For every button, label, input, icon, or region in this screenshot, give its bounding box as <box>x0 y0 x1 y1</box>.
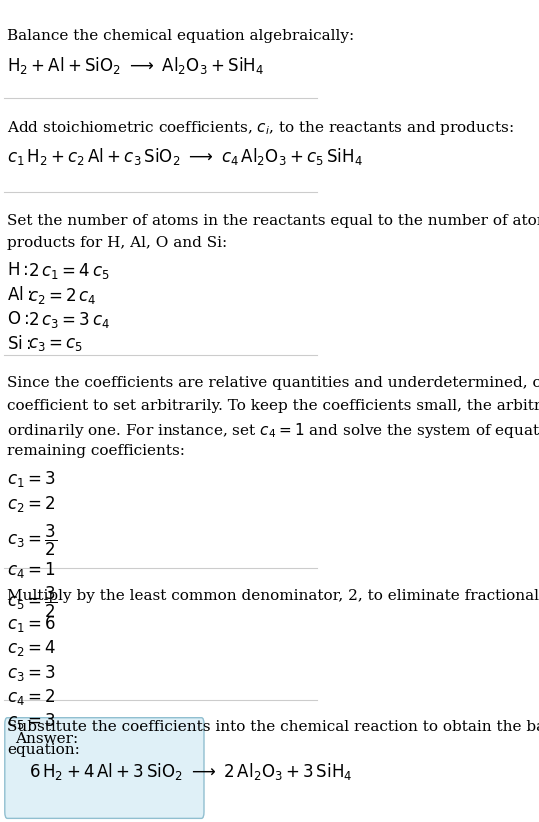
Text: $\mathrm{H_2 + Al + SiO_2 \ \longrightarrow \ Al_2O_3 + SiH_4}$: $\mathrm{H_2 + Al + SiO_2 \ \longrightar… <box>8 55 264 76</box>
Text: Substitute the coefficients into the chemical reaction to obtain the balanced: Substitute the coefficients into the che… <box>8 720 539 734</box>
Text: $\mathrm{Al:}$: $\mathrm{Al:}$ <box>8 286 32 304</box>
Text: $c_4 = 2$: $c_4 = 2$ <box>8 687 56 707</box>
Text: $c_3 = c_5$: $c_3 = c_5$ <box>27 335 82 353</box>
Text: Set the number of atoms in the reactants equal to the number of atoms in the: Set the number of atoms in the reactants… <box>8 214 539 228</box>
Text: Since the coefficients are relative quantities and underdetermined, choose a: Since the coefficients are relative quan… <box>8 376 539 390</box>
Text: remaining coefficients:: remaining coefficients: <box>8 444 185 458</box>
Text: $c_1 = 3$: $c_1 = 3$ <box>8 469 56 489</box>
Text: $\mathrm{H:}$: $\mathrm{H:}$ <box>8 261 29 279</box>
Text: $c_1 = 6$: $c_1 = 6$ <box>8 614 56 634</box>
Text: $\mathrm{O:}$: $\mathrm{O:}$ <box>8 310 29 328</box>
Text: $c_1\,\mathrm{H_2} + c_2\,\mathrm{Al} + c_3\,\mathrm{SiO_2}\ \longrightarrow \ c: $c_1\,\mathrm{H_2} + c_2\,\mathrm{Al} + … <box>8 146 363 167</box>
Text: $c_2 = 2\,c_4$: $c_2 = 2\,c_4$ <box>27 286 96 306</box>
Text: Multiply by the least common denominator, 2, to eliminate fractional coefficient: Multiply by the least common denominator… <box>8 589 539 603</box>
Text: $\mathrm{Si:}$: $\mathrm{Si:}$ <box>8 335 31 353</box>
Text: $c_2 = 2$: $c_2 = 2$ <box>8 494 56 514</box>
Text: $c_5 = \dfrac{3}{2}$: $c_5 = \dfrac{3}{2}$ <box>8 584 57 620</box>
Text: ordinarily one. For instance, set $c_4 = 1$ and solve the system of equations fo: ordinarily one. For instance, set $c_4 =… <box>8 422 539 441</box>
Text: $c_2 = 4$: $c_2 = 4$ <box>8 638 56 658</box>
Text: $c_4 = 1$: $c_4 = 1$ <box>8 561 56 580</box>
Text: Balance the chemical equation algebraically:: Balance the chemical equation algebraica… <box>8 29 355 43</box>
Text: products for H, Al, O and Si:: products for H, Al, O and Si: <box>8 237 227 251</box>
Text: Answer:: Answer: <box>15 732 78 746</box>
Text: $2\,c_3 = 3\,c_4$: $2\,c_3 = 3\,c_4$ <box>27 310 109 330</box>
Text: $c_5 = 3$: $c_5 = 3$ <box>8 711 56 732</box>
FancyBboxPatch shape <box>5 718 204 819</box>
Text: $c_3 = \dfrac{3}{2}$: $c_3 = \dfrac{3}{2}$ <box>8 523 57 558</box>
Text: Add stoichiometric coefficients, $c_i$, to the reactants and products:: Add stoichiometric coefficients, $c_i$, … <box>8 119 514 137</box>
Text: $2\,c_1 = 4\,c_5$: $2\,c_1 = 4\,c_5$ <box>27 261 109 281</box>
Text: $6\,\mathrm{H_2} + 4\,\mathrm{Al} + 3\,\mathrm{SiO_2} \ \longrightarrow \ 2\,\ma: $6\,\mathrm{H_2} + 4\,\mathrm{Al} + 3\,\… <box>29 760 353 782</box>
Text: equation:: equation: <box>8 743 80 757</box>
Text: coefficient to set arbitrarily. To keep the coefficients small, the arbitrary va: coefficient to set arbitrarily. To keep … <box>8 399 539 413</box>
Text: $c_3 = 3$: $c_3 = 3$ <box>8 663 56 682</box>
